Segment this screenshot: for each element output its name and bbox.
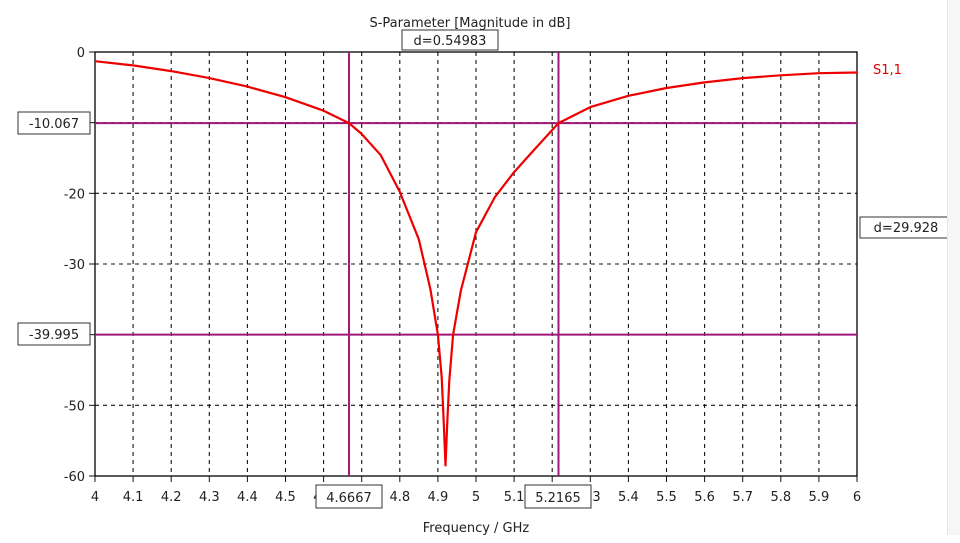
legend-s11[interactable]: S1,1	[873, 63, 902, 78]
x-tick-label: 4.5	[275, 490, 296, 505]
s11-curve	[94, 60, 858, 467]
delta-x-box[interactable]: d=0.54983	[401, 29, 499, 51]
delta-y-box[interactable]: d=29.928	[859, 216, 954, 239]
marker-x1-box[interactable]: 4.6667	[315, 484, 383, 509]
x-tick-label: 5.4	[618, 490, 639, 505]
y-tick-labels: 0 -20 -30 -50 -60	[64, 46, 85, 485]
marker-x1-label: 4.6667	[326, 491, 372, 506]
delta-x-label: d=0.54983	[414, 34, 487, 49]
y-tick-label: -20	[64, 187, 85, 202]
marker-x2-label: 5.2165	[535, 491, 581, 506]
x-tick-label: 4	[91, 490, 99, 505]
y-tick-label: -60	[64, 470, 85, 485]
x-tick-label: 5.1	[504, 490, 525, 505]
marker-y2-box[interactable]: -39.995	[17, 322, 91, 346]
x-axis-label: Frequency / GHz	[423, 521, 530, 536]
y-tick-label: 0	[77, 46, 85, 61]
x-tick-labels: 44.14.24.34.44.54.64.74.84.955.15.25.35.…	[91, 490, 861, 505]
chart-title: S-Parameter [Magnitude in dB]	[369, 16, 570, 31]
x-tick-label: 5.6	[694, 490, 715, 505]
x-tick-label: 5	[472, 490, 480, 505]
y-tick-label: -30	[64, 258, 85, 273]
marker-y1-box[interactable]: -10.067	[17, 111, 91, 135]
axis-ticks	[89, 51, 858, 482]
x-tick-label: 4.8	[389, 490, 410, 505]
x-tick-label: 4.9	[428, 490, 449, 505]
y-tick-label: -50	[64, 399, 85, 414]
x-tick-label: 5.8	[770, 490, 791, 505]
x-tick-label: 5.5	[656, 490, 677, 505]
marker-y2-label: -39.995	[29, 328, 79, 343]
grid-lines	[95, 52, 857, 476]
x-tick-label: 4.3	[199, 490, 220, 505]
x-tick-label: 4.2	[161, 490, 182, 505]
horizontal-markers[interactable]	[95, 122, 857, 336]
marker-y1-label: -10.067	[29, 117, 79, 132]
x-tick-label: 4.4	[237, 490, 258, 505]
x-tick-label: 5.7	[732, 490, 753, 505]
x-tick-label: 5.9	[809, 490, 830, 505]
x-tick-label: 4.1	[123, 490, 144, 505]
marker-x2-box[interactable]: 5.2165	[524, 484, 592, 509]
x-tick-label: 6	[853, 490, 861, 505]
delta-y-label: d=29.928	[874, 221, 939, 236]
right-panel-edge	[947, 0, 960, 535]
